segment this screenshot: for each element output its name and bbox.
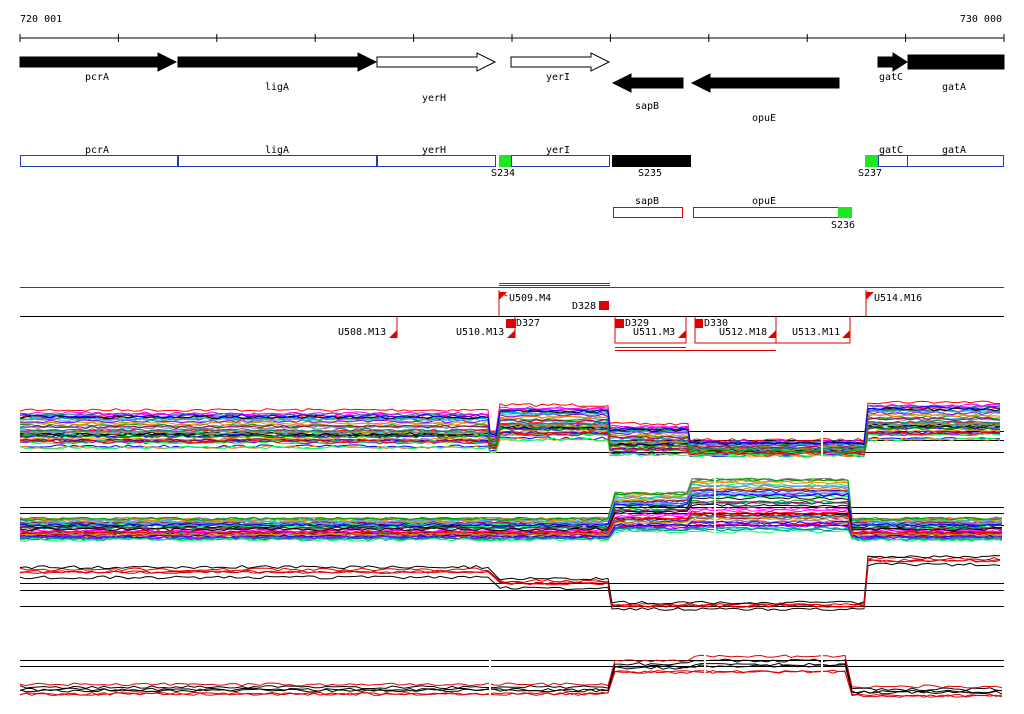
trace [19,410,1001,447]
reverse-label: sapB [635,196,659,207]
annotation-label: pcrA [85,145,109,156]
gene-label: opuE [752,113,776,124]
tu-label: D327 [516,318,540,329]
trace [19,494,1003,528]
gene-label: gatA [942,82,966,93]
gene-arrows [19,52,1005,93]
trace [19,524,1003,540]
trace [19,437,1001,458]
segment-label: S234 [491,168,515,179]
trace [19,658,1003,692]
trace [19,662,1003,694]
trace [19,555,1001,605]
ruler-end: 730 000 [960,14,1002,25]
trace [19,669,1003,698]
trace [19,562,1001,611]
tu-label: U511.M3 [633,327,675,338]
expression-traces [19,400,1004,698]
trace [19,478,1003,521]
annotation-label: gatA [942,145,966,156]
gene-label: yerH [422,93,446,104]
gene-label: ligA [265,82,289,93]
tu-label: U509.M4 [509,293,551,304]
tu-lines [20,283,1004,351]
tu-label: D329 [625,318,649,329]
trace [19,506,1003,533]
trace [19,423,1001,452]
tu-label: U512.M18 [719,327,767,338]
tu-label: U513.M11 [792,327,840,338]
trace [19,510,1003,535]
trace [19,500,1003,531]
tu-label: U508.M13 [338,327,386,338]
trace [19,558,1001,608]
tu-label: D328 [572,301,596,312]
trace [19,426,1001,454]
trace [19,654,1003,689]
trace [20,529,1003,542]
annotation-label: gatC [879,145,903,156]
segment-label: S237 [858,168,882,179]
reverse-boxes [613,207,852,218]
gene-label: pcrA [85,72,109,83]
trace [19,556,1001,607]
trace [19,503,1003,532]
trace [19,516,1003,537]
trace [19,482,1003,523]
tu-label: U514.M16 [874,293,922,304]
trace [19,483,1003,524]
segment-label: S235 [638,168,662,179]
segment-label: S236 [831,220,855,231]
annotation-label: yerI [546,145,570,156]
annotation-label: yerH [422,145,446,156]
trace [19,420,1001,451]
gene-label: yerI [546,72,570,83]
trace [19,421,1001,452]
gene-label: gatC [879,72,903,83]
trace [19,493,1003,528]
tu-label: U510.M13 [456,327,504,338]
trace [19,480,1003,522]
trace [19,406,1001,445]
reverse-label: opuE [752,196,776,207]
trace [19,413,1001,448]
annotation-boxes [20,155,1004,167]
gene-label: sapB [635,101,659,112]
ruler-start: 720 001 [20,14,62,25]
annotation-label: ligA [265,145,289,156]
trace [19,479,1003,522]
ruler [19,34,1005,42]
tu-label: D330 [704,318,728,329]
